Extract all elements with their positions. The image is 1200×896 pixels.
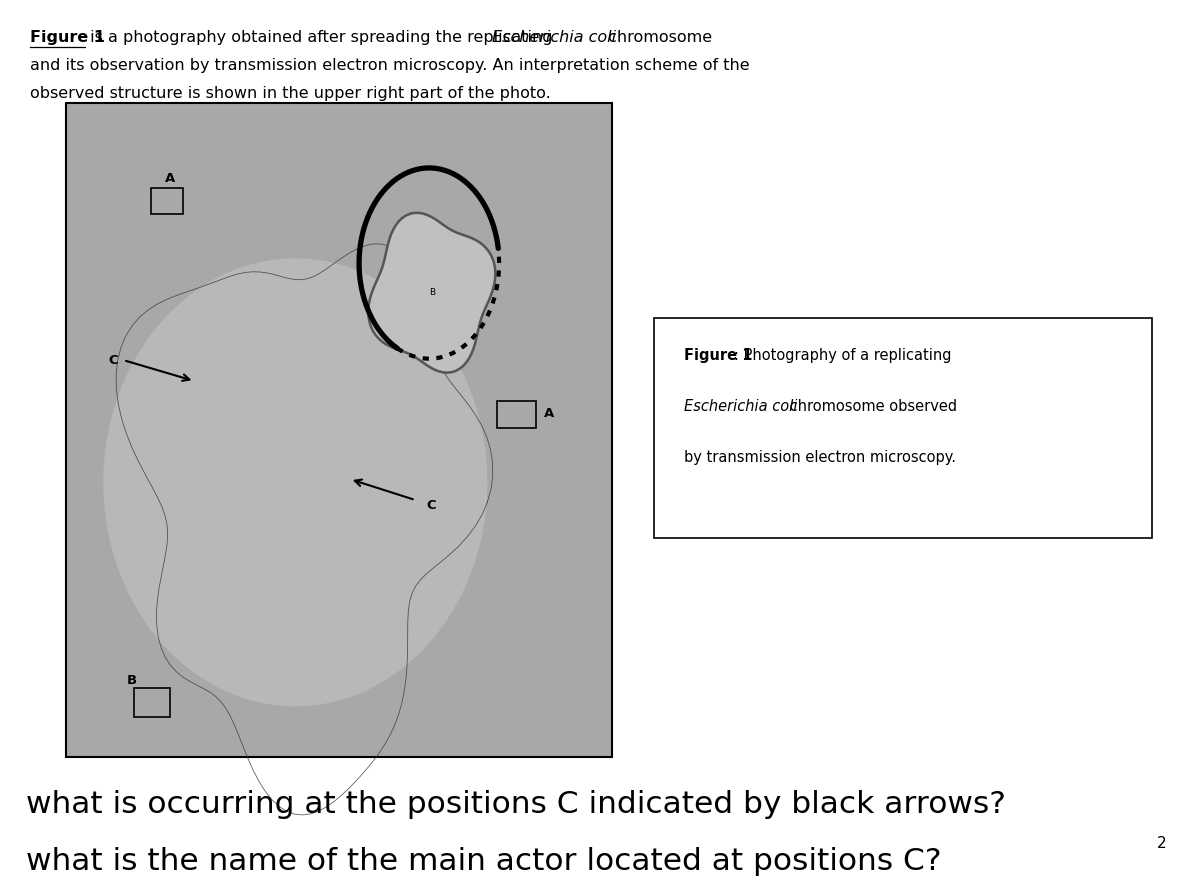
Text: 2: 2 — [1157, 836, 1166, 851]
Text: observed structure is shown in the upper right part of the photo.: observed structure is shown in the upper… — [30, 86, 551, 101]
Bar — [66, 103, 612, 757]
Bar — [654, 318, 1152, 538]
Text: C: C — [426, 499, 436, 512]
Text: what is the name of the main actor located at positions C?: what is the name of the main actor locat… — [26, 847, 942, 875]
Ellipse shape — [103, 258, 487, 706]
Text: what is occurring at the positions C indicated by black arrows?: what is occurring at the positions C ind… — [26, 790, 1007, 819]
Text: : Photography of a replicating: : Photography of a replicating — [734, 348, 952, 363]
Polygon shape — [368, 213, 496, 373]
Text: and its observation by transmission electron microscopy. An interpretation schem: and its observation by transmission elec… — [30, 58, 750, 73]
Text: is a photography obtained after spreading the replicating: is a photography obtained after spreadin… — [85, 30, 558, 46]
Text: B: B — [127, 674, 137, 687]
Bar — [497, 401, 535, 428]
Text: Figure 1: Figure 1 — [30, 30, 106, 46]
Text: Escherichia coli: Escherichia coli — [492, 30, 617, 46]
Text: chromosome: chromosome — [602, 30, 712, 46]
Text: B: B — [428, 289, 434, 297]
Text: A: A — [544, 407, 554, 420]
Text: by transmission electron microscopy.: by transmission electron microscopy. — [684, 450, 956, 465]
Text: A: A — [164, 172, 175, 185]
Text: chromosome observed: chromosome observed — [785, 399, 956, 414]
Text: C: C — [108, 354, 118, 366]
Text: Escherichia coli: Escherichia coli — [684, 399, 798, 414]
Bar — [151, 188, 184, 214]
Text: Figure 1: Figure 1 — [684, 348, 752, 363]
Bar — [134, 688, 169, 717]
